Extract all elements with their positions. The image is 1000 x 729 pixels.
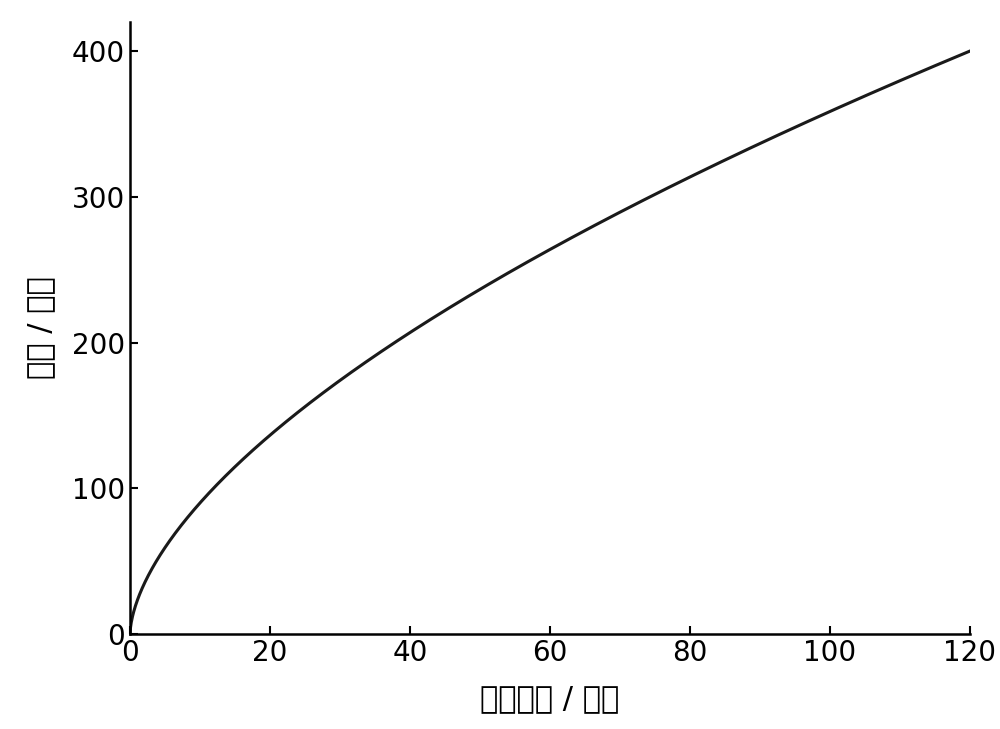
Y-axis label: 体积 / 毫升: 体积 / 毫升 — [26, 277, 55, 379]
X-axis label: 照射时间 / 小时: 照射时间 / 小时 — [480, 684, 620, 713]
